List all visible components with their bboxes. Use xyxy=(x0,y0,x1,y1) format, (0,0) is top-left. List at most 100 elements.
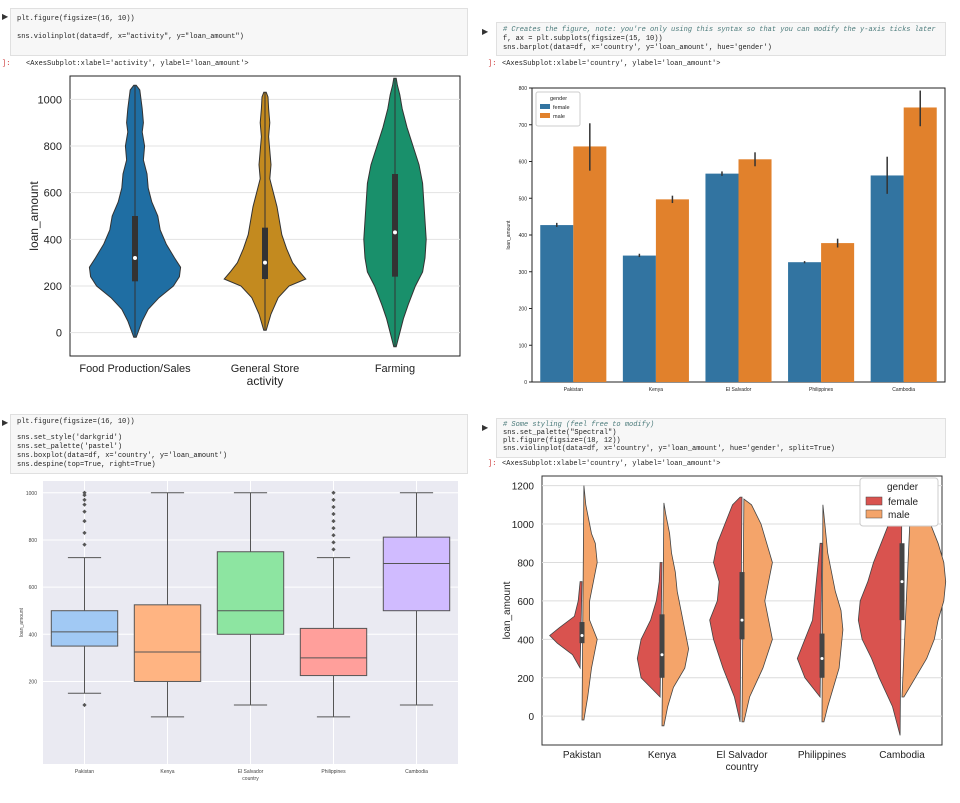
violin-median-point xyxy=(900,580,904,584)
y-tick-label: 400 xyxy=(44,234,62,246)
x-tick-label: Kenya xyxy=(648,750,677,761)
y-tick-label: 0 xyxy=(524,380,527,386)
code-line: sns.boxplot(data=df, x='country', y='loa… xyxy=(17,452,228,460)
y-tick-label: 800 xyxy=(519,86,528,92)
code-cell[interactable]: # Some styling (feel free to modify) sns… xyxy=(496,418,946,458)
legend-swatch xyxy=(865,496,883,506)
violin-iqr-box xyxy=(739,572,745,640)
y-tick-label: 0 xyxy=(528,712,534,723)
code-line: plt.figure(figsize=(16, 10)) xyxy=(17,418,135,426)
violin-median-point xyxy=(580,633,584,637)
code-cell[interactable]: plt.figure(figsize=(16, 10)) sns.set_sty… xyxy=(10,414,468,474)
chart-country-split-violin: 0 200 400 600 800 1000 1200 loan_amount Pakistan… xyxy=(502,475,947,773)
x-tick-label: Farming xyxy=(375,363,415,375)
output-text: <AxesSubplot:xlabel='activity', ylabel='… xyxy=(26,60,249,68)
box-flier xyxy=(82,502,87,507)
box-iqr xyxy=(299,627,368,677)
legend-title: gender xyxy=(887,482,919,493)
y-tick-label: 1000 xyxy=(38,94,62,106)
code-comment: # Creates the figure, note: you're only … xyxy=(503,26,936,34)
violin-half-female xyxy=(709,496,743,722)
box-flier xyxy=(331,533,336,538)
code-cell[interactable]: # Creates the figure, note: you're only … xyxy=(496,22,946,56)
violin-median-point xyxy=(393,230,397,235)
legend-label: male xyxy=(553,114,565,120)
box-iqr xyxy=(133,604,202,682)
chart-country-boxplot: 200 400 600 800 1000 loan_amount Pakistan Kenya… xyxy=(19,481,458,782)
chart-country-barplot: 0 100 200 300 400 500 600 700 800 loan_amount Paki… xyxy=(506,86,946,393)
code-line: sns.set_palette('pastel') xyxy=(17,443,123,451)
legend-label: female xyxy=(888,497,918,508)
x-axis-label: activity xyxy=(247,374,284,388)
y-axis-label: loan_amount xyxy=(27,181,41,251)
run-cell-icon[interactable]: ▶ xyxy=(2,418,9,427)
legend-label: male xyxy=(888,510,910,521)
y-tick-label: 0 xyxy=(56,328,62,340)
y-tick-label: 600 xyxy=(29,585,38,591)
violin-median-point xyxy=(263,260,267,265)
y-axis-label: loan_amount xyxy=(506,220,512,250)
y-tick-label: 1000 xyxy=(26,491,37,497)
output-prompt: ]: xyxy=(2,60,11,68)
x-tick-label: Cambodia xyxy=(892,387,915,393)
y-tick-label: 600 xyxy=(517,597,534,608)
box-flier xyxy=(82,509,87,514)
bar-male xyxy=(573,146,607,382)
y-tick-label: 400 xyxy=(517,635,534,646)
y-tick-label: 200 xyxy=(519,307,528,313)
x-tick-label: Kenya xyxy=(160,769,174,775)
bar-female xyxy=(705,173,739,382)
bar-female xyxy=(622,255,656,382)
legend-swatch xyxy=(540,113,550,118)
code-line: sns.barplot(data=df, x='country', y='loa… xyxy=(503,44,772,52)
legend-label: female xyxy=(553,105,570,111)
code-line: plt.figure(figsize=(18, 12)) xyxy=(503,437,621,445)
bar-male xyxy=(821,243,855,382)
box-flier xyxy=(82,490,87,495)
y-tick-label: 1200 xyxy=(512,482,535,493)
x-tick-label: Pakistan xyxy=(563,750,601,761)
violin-half-male xyxy=(821,504,844,723)
box-flier xyxy=(82,530,87,536)
x-axis-label: country xyxy=(726,762,759,773)
run-cell-icon[interactable]: ▶ xyxy=(482,423,489,432)
output-text: <AxesSubplot:xlabel='country', ylabel='l… xyxy=(502,460,721,468)
violin-half-male xyxy=(581,485,598,721)
y-tick-label: 800 xyxy=(29,538,38,544)
output-text: <AxesSubplot:xlabel='country', ylabel='l… xyxy=(502,60,721,68)
code-cell[interactable]: plt.figure(figsize=(16, 10)) sns.violinp… xyxy=(10,8,468,56)
y-tick-label: 100 xyxy=(519,343,528,349)
y-tick-label: 400 xyxy=(519,233,528,239)
code-line: sns.set_palette("Spectral") xyxy=(503,429,617,437)
y-tick-label: 200 xyxy=(44,281,62,293)
violin-iqr-box xyxy=(392,174,398,277)
violin-median-point xyxy=(133,256,137,260)
x-tick-label: Cambodia xyxy=(405,769,428,775)
violin-half-female xyxy=(636,562,663,698)
bar-male xyxy=(903,107,937,382)
code-line: sns.violinplot(data=df, x='country', y='… xyxy=(503,445,835,453)
violin-median-point xyxy=(740,618,744,622)
x-tick-label: Kenya xyxy=(649,387,663,393)
code-line: sns.despine(top=True, right=True) xyxy=(17,461,156,469)
bar-male xyxy=(738,159,772,382)
violin-iqr-box xyxy=(819,633,825,678)
y-tick-label: 500 xyxy=(519,196,528,202)
run-cell-icon[interactable]: ▶ xyxy=(482,27,489,36)
run-cell-icon[interactable]: ▶ xyxy=(2,12,9,21)
violin-half-male xyxy=(661,502,690,727)
bar-female xyxy=(540,225,574,382)
violin-iqr-box xyxy=(659,614,665,678)
y-tick-label: 700 xyxy=(519,123,528,129)
x-tick-label: Cambodia xyxy=(879,750,925,761)
bar-male xyxy=(655,199,689,382)
x-tick-label: El Salvador xyxy=(726,387,752,393)
x-axis-label: country xyxy=(242,776,259,782)
violin-iqr-box xyxy=(262,227,268,279)
box-iqr xyxy=(382,536,451,612)
y-tick-label: 600 xyxy=(519,160,528,166)
x-tick-label: General Store xyxy=(231,363,299,375)
y-tick-label: 600 xyxy=(44,188,62,200)
y-tick-label: 200 xyxy=(29,679,38,685)
output-prompt: ]: xyxy=(488,460,497,468)
